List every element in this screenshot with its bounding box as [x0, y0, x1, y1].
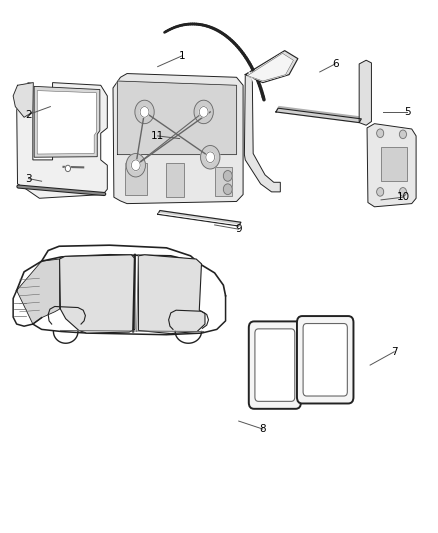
Bar [166, 163, 184, 197]
Circle shape [206, 152, 215, 163]
Polygon shape [247, 53, 293, 81]
Circle shape [377, 129, 384, 138]
Text: 9: 9 [235, 224, 242, 234]
Polygon shape [276, 108, 361, 123]
Circle shape [65, 165, 71, 172]
Circle shape [201, 146, 220, 169]
Text: 5: 5 [404, 107, 411, 117]
Polygon shape [277, 107, 362, 121]
Polygon shape [245, 51, 298, 83]
Polygon shape [113, 74, 243, 204]
Polygon shape [60, 255, 135, 333]
Polygon shape [17, 259, 60, 324]
Polygon shape [367, 124, 416, 207]
Bar [125, 163, 147, 195]
Text: 8: 8 [259, 424, 266, 434]
Polygon shape [37, 91, 96, 154]
FancyBboxPatch shape [303, 324, 347, 396]
Circle shape [199, 107, 208, 117]
Circle shape [194, 100, 213, 124]
Polygon shape [138, 255, 205, 334]
Circle shape [399, 130, 406, 139]
Bar [381, 147, 407, 181]
Circle shape [223, 184, 232, 195]
Circle shape [131, 160, 140, 171]
Polygon shape [117, 81, 237, 155]
Text: 1: 1 [178, 51, 185, 61]
Polygon shape [13, 83, 33, 117]
Text: 6: 6 [332, 59, 339, 69]
Circle shape [377, 188, 384, 196]
Polygon shape [17, 83, 107, 198]
Bar [215, 167, 232, 196]
Polygon shape [34, 86, 100, 157]
FancyBboxPatch shape [297, 316, 353, 403]
Circle shape [135, 100, 154, 124]
Polygon shape [244, 67, 280, 192]
Text: 10: 10 [396, 192, 410, 202]
Text: 3: 3 [25, 174, 32, 183]
Text: 2: 2 [25, 110, 32, 119]
Circle shape [140, 107, 149, 117]
Circle shape [126, 154, 145, 177]
FancyBboxPatch shape [249, 321, 301, 409]
Circle shape [399, 188, 406, 196]
Text: 7: 7 [391, 347, 398, 357]
FancyBboxPatch shape [255, 329, 295, 401]
Polygon shape [158, 211, 241, 226]
Circle shape [223, 171, 232, 181]
Text: 11: 11 [151, 131, 164, 141]
Polygon shape [359, 60, 371, 125]
